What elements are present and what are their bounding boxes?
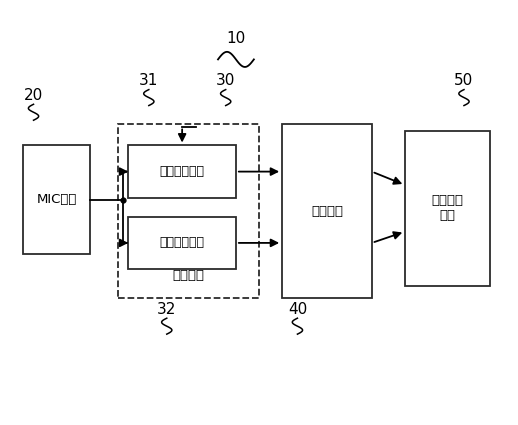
Bar <box>118 125 259 298</box>
Text: 32: 32 <box>157 301 177 317</box>
Text: 40: 40 <box>288 301 307 317</box>
Text: 31: 31 <box>139 73 159 88</box>
Text: 20: 20 <box>24 88 43 102</box>
Text: 第二偏置电路: 第二偏置电路 <box>160 236 205 249</box>
Text: 10: 10 <box>226 31 246 46</box>
Text: MIC插座: MIC插座 <box>36 193 77 207</box>
Text: 音频处理
芯片: 音频处理 芯片 <box>431 194 463 222</box>
Text: 匹配电路: 匹配电路 <box>311 205 343 218</box>
Bar <box>405 131 490 286</box>
Bar <box>23 145 90 255</box>
Bar <box>128 145 236 198</box>
Text: 30: 30 <box>216 73 235 88</box>
Text: 50: 50 <box>454 73 473 88</box>
Bar <box>128 217 236 269</box>
Text: 差分电路: 差分电路 <box>172 269 205 282</box>
Bar <box>282 125 372 298</box>
Text: 第一偏置电路: 第一偏置电路 <box>160 165 205 178</box>
